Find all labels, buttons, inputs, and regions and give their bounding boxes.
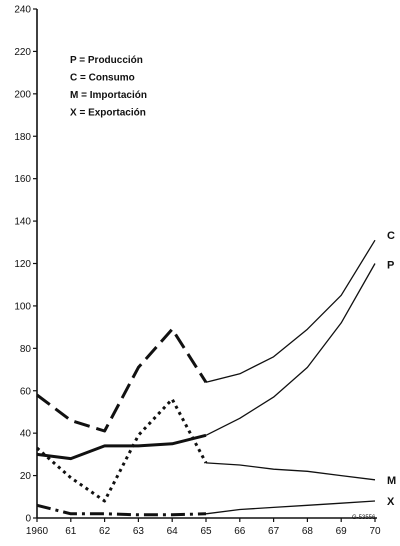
y-tick-label: 200 xyxy=(14,89,31,100)
series-end-label-M: M xyxy=(387,475,396,487)
y-tick-label: 40 xyxy=(20,429,32,440)
series-end-label-X: X xyxy=(387,496,395,508)
series-lines xyxy=(36,239,376,517)
series-line-M xyxy=(205,462,376,481)
legend-entry-P: P = Producción xyxy=(70,55,143,66)
x-tick-label: 1960 xyxy=(26,526,49,537)
x-tick-label: 66 xyxy=(234,526,246,537)
x-tick-label: 63 xyxy=(133,526,145,537)
y-tick-label: 100 xyxy=(14,301,31,312)
y-tick-label: 120 xyxy=(14,259,31,270)
series-end-labels: C P MX xyxy=(387,230,396,508)
y-axis-ticks: 0 20 40 60 80 100 120 140 160 180 200 220 240 xyxy=(14,5,37,525)
x-tick-label: 64 xyxy=(167,526,179,537)
x-tick-label: 65 xyxy=(200,526,212,537)
series-line-X xyxy=(36,503,207,517)
x-tick-label: 62 xyxy=(99,526,111,537)
y-tick-label: 20 xyxy=(20,471,32,482)
y-tick-label: 80 xyxy=(20,344,32,355)
series-line-P xyxy=(36,433,207,461)
axes xyxy=(36,9,377,519)
series-line-X xyxy=(205,500,376,515)
y-tick-label: 140 xyxy=(14,217,31,228)
legend: P = Producción C = Consumo M = Importación… xyxy=(70,55,147,119)
y-tick-label: 60 xyxy=(20,386,32,397)
series-line-M xyxy=(36,397,208,503)
x-tick-label: 69 xyxy=(336,526,348,537)
x-tick-label: 67 xyxy=(268,526,280,537)
y-tick-label: 0 xyxy=(25,514,31,525)
y-tick-label: 180 xyxy=(14,132,31,143)
y-tick-label: 240 xyxy=(14,5,31,16)
x-tick-label: 68 xyxy=(302,526,314,537)
series-line-C xyxy=(205,239,376,383)
figure-code-annotation: G-53556 xyxy=(352,515,376,521)
series-line-P xyxy=(205,263,376,436)
legend-entry-M: M = Importación xyxy=(70,90,147,101)
legend-entry-X: X = Exportación xyxy=(70,108,146,119)
x-tick-label: 61 xyxy=(65,526,77,537)
legend-entry-C: C = Consumo xyxy=(70,73,135,84)
y-tick-label: 160 xyxy=(14,174,31,185)
x-tick-label: 70 xyxy=(369,526,381,537)
series-end-label-C: C xyxy=(387,230,395,242)
series-end-label-P: P xyxy=(387,260,394,272)
series-line-C xyxy=(36,327,208,433)
x-axis-ticks: 1960 61 62 63 64 65 66 67 68 69 70 xyxy=(26,518,381,537)
y-tick-label: 220 xyxy=(14,47,31,58)
